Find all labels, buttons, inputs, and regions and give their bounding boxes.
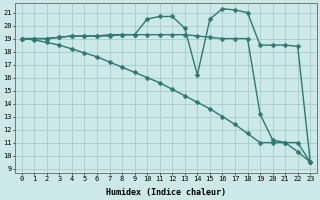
X-axis label: Humidex (Indice chaleur): Humidex (Indice chaleur) [106, 188, 226, 197]
